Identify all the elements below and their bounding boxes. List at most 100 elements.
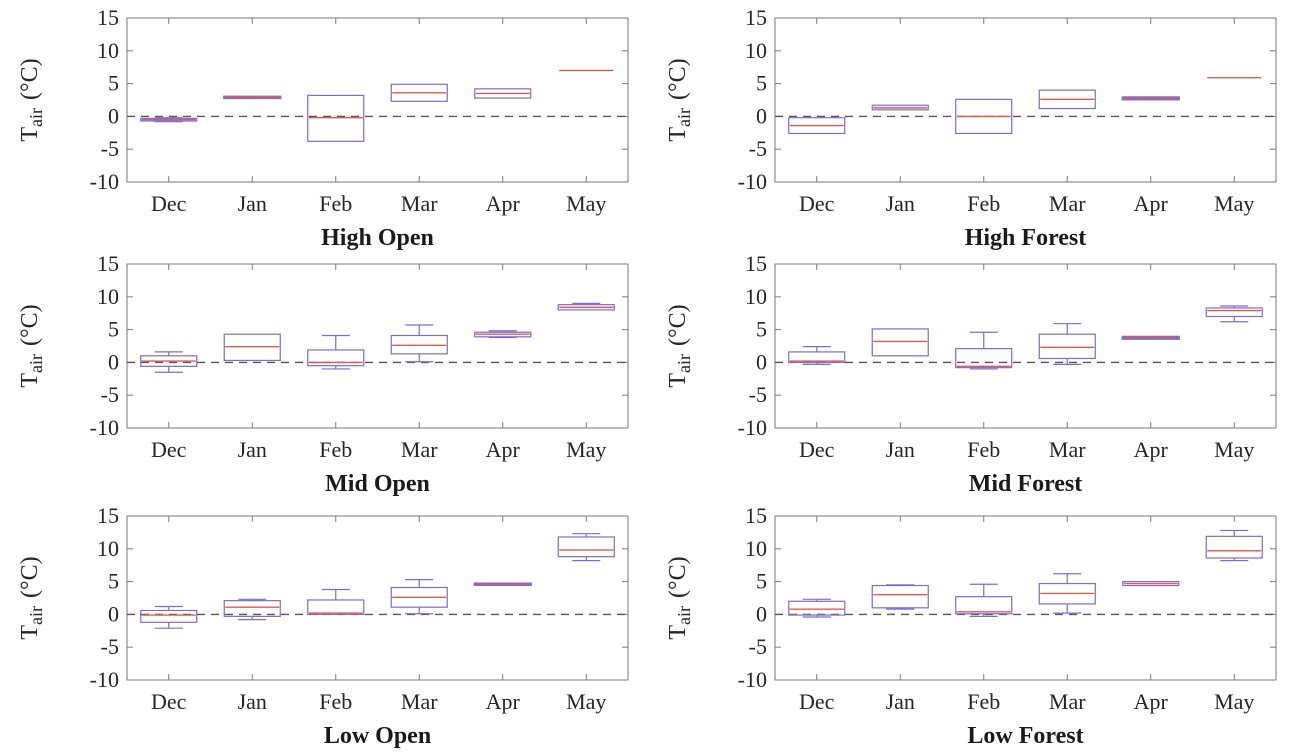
y-axis-label-subscript: air xyxy=(674,108,694,127)
panel-title: High Open xyxy=(321,225,434,251)
y-tick-label: -5 xyxy=(101,136,119,161)
y-tick-label: 0 xyxy=(108,601,119,626)
y-axis-label-main: T xyxy=(665,127,691,142)
x-category-label: Mar xyxy=(1049,437,1086,462)
box-jan xyxy=(223,333,281,362)
y-tick-label: 5 xyxy=(756,71,767,96)
box-feb xyxy=(307,588,365,616)
box-body xyxy=(307,349,365,367)
box-body xyxy=(390,334,448,355)
box-body xyxy=(1205,307,1263,318)
y-tick-label: 0 xyxy=(756,601,767,626)
box-jan xyxy=(871,104,929,111)
box-body xyxy=(557,536,615,558)
y-tick-label: 15 xyxy=(97,251,119,276)
box-body xyxy=(788,600,846,616)
panel-low-open: 15 10 5 0 -5 -10 Dec Jan Feb Mar Apr May Tair (°C) Low… xyxy=(17,503,629,749)
x-category-label: Apr xyxy=(486,437,521,462)
box-feb xyxy=(955,583,1013,617)
box-mar xyxy=(1038,573,1096,614)
box-apr xyxy=(1121,96,1180,101)
y-axis-label-unit: (°C) xyxy=(665,58,691,100)
box-apr xyxy=(474,330,532,339)
box-body xyxy=(223,333,281,362)
x-category-label: Jan xyxy=(238,437,267,462)
y-tick-label: -5 xyxy=(101,634,119,659)
y-axis-label-unit: (°C) xyxy=(17,304,43,346)
x-category-label: Dec xyxy=(799,437,835,462)
y-tick-label: -10 xyxy=(738,169,767,194)
y-axis-label-main: T xyxy=(17,127,43,142)
box-mar xyxy=(390,83,448,102)
box-mar xyxy=(1038,323,1096,365)
x-category-label: Jan xyxy=(886,437,915,462)
box-mar xyxy=(390,579,448,615)
y-tick-label: 15 xyxy=(97,503,119,528)
box-body xyxy=(140,355,198,367)
box-body xyxy=(788,351,846,363)
y-tick-label: 5 xyxy=(108,317,119,342)
x-category-label: Mar xyxy=(401,689,438,714)
box-dec xyxy=(788,346,846,365)
panel-title: High Forest xyxy=(965,225,1087,251)
box-dec xyxy=(140,605,198,629)
x-category-label: Dec xyxy=(151,191,187,216)
y-tick-label: 5 xyxy=(108,71,119,96)
plot-frame xyxy=(126,17,629,183)
y-axis-label-unit: (°C) xyxy=(17,58,43,100)
panel-title: Mid Open xyxy=(325,471,430,497)
box-apr xyxy=(1121,335,1180,340)
y-axis-label-subscript: air xyxy=(674,606,694,625)
y-tick-label: 10 xyxy=(745,536,767,561)
plot-frame xyxy=(774,515,1277,681)
y-axis-label: Tair (°C) xyxy=(665,556,694,639)
x-category-label: May xyxy=(1214,689,1254,714)
box-body xyxy=(1038,89,1096,110)
y-tick-label: 0 xyxy=(108,349,119,374)
x-category-label: Feb xyxy=(319,191,352,216)
box-body xyxy=(1038,582,1096,605)
x-category-label: Jan xyxy=(238,191,267,216)
y-axis-label-main: T xyxy=(665,625,691,640)
box-body xyxy=(955,348,1013,369)
y-axis-label-subscript: air xyxy=(674,354,694,373)
plot-frame xyxy=(126,515,629,681)
y-tick-label: 5 xyxy=(108,569,119,594)
y-axis-label-main: T xyxy=(17,373,43,388)
x-category-label: Feb xyxy=(967,437,1000,462)
x-category-label: Feb xyxy=(967,689,1000,714)
box-body xyxy=(557,304,615,311)
box-body xyxy=(223,600,281,617)
box-body xyxy=(871,328,929,357)
y-tick-label: 15 xyxy=(745,503,767,528)
box-may xyxy=(557,302,615,311)
x-category-label: Dec xyxy=(151,689,187,714)
y-tick-label: 15 xyxy=(745,251,767,276)
panel-mid-forest: 15 10 5 0 -5 -10 Dec Jan Feb Mar Apr May Tair (°C) Mid… xyxy=(665,251,1277,497)
box-dec xyxy=(140,117,198,123)
y-axis-label-subscript: air xyxy=(26,108,46,127)
y-tick-label: -10 xyxy=(90,415,119,440)
box-body xyxy=(307,94,365,142)
x-category-label: Mar xyxy=(1049,191,1086,216)
panel-low-forest: 15 10 5 0 -5 -10 Dec Jan Feb Mar Apr May Tair (°C) Low… xyxy=(665,503,1277,749)
box-body xyxy=(474,331,532,338)
box-feb xyxy=(955,331,1013,370)
box-mar xyxy=(1038,89,1096,110)
box-feb xyxy=(307,334,365,370)
x-category-label: Dec xyxy=(799,191,835,216)
x-category-label: Jan xyxy=(238,689,267,714)
x-category-label: Apr xyxy=(1134,689,1169,714)
panel-title: Low Open xyxy=(324,723,431,749)
y-axis-label-subscript: air xyxy=(26,354,46,373)
panel-high-open: 15 10 5 0 -5 -10 Dec Jan Feb Mar Apr May Tair (°C) Hig… xyxy=(17,5,629,251)
box-may xyxy=(557,533,615,562)
panel-high-forest: 15 10 5 0 -5 -10 Dec Jan Feb Mar Apr May Tair (°C) Hig… xyxy=(665,5,1277,251)
box-body xyxy=(871,584,929,609)
y-tick-label: 0 xyxy=(108,103,119,128)
y-tick-label: -10 xyxy=(90,667,119,692)
y-tick-label: -10 xyxy=(738,415,767,440)
y-axis-label-subscript: air xyxy=(26,606,46,625)
y-tick-label: -5 xyxy=(749,634,767,659)
